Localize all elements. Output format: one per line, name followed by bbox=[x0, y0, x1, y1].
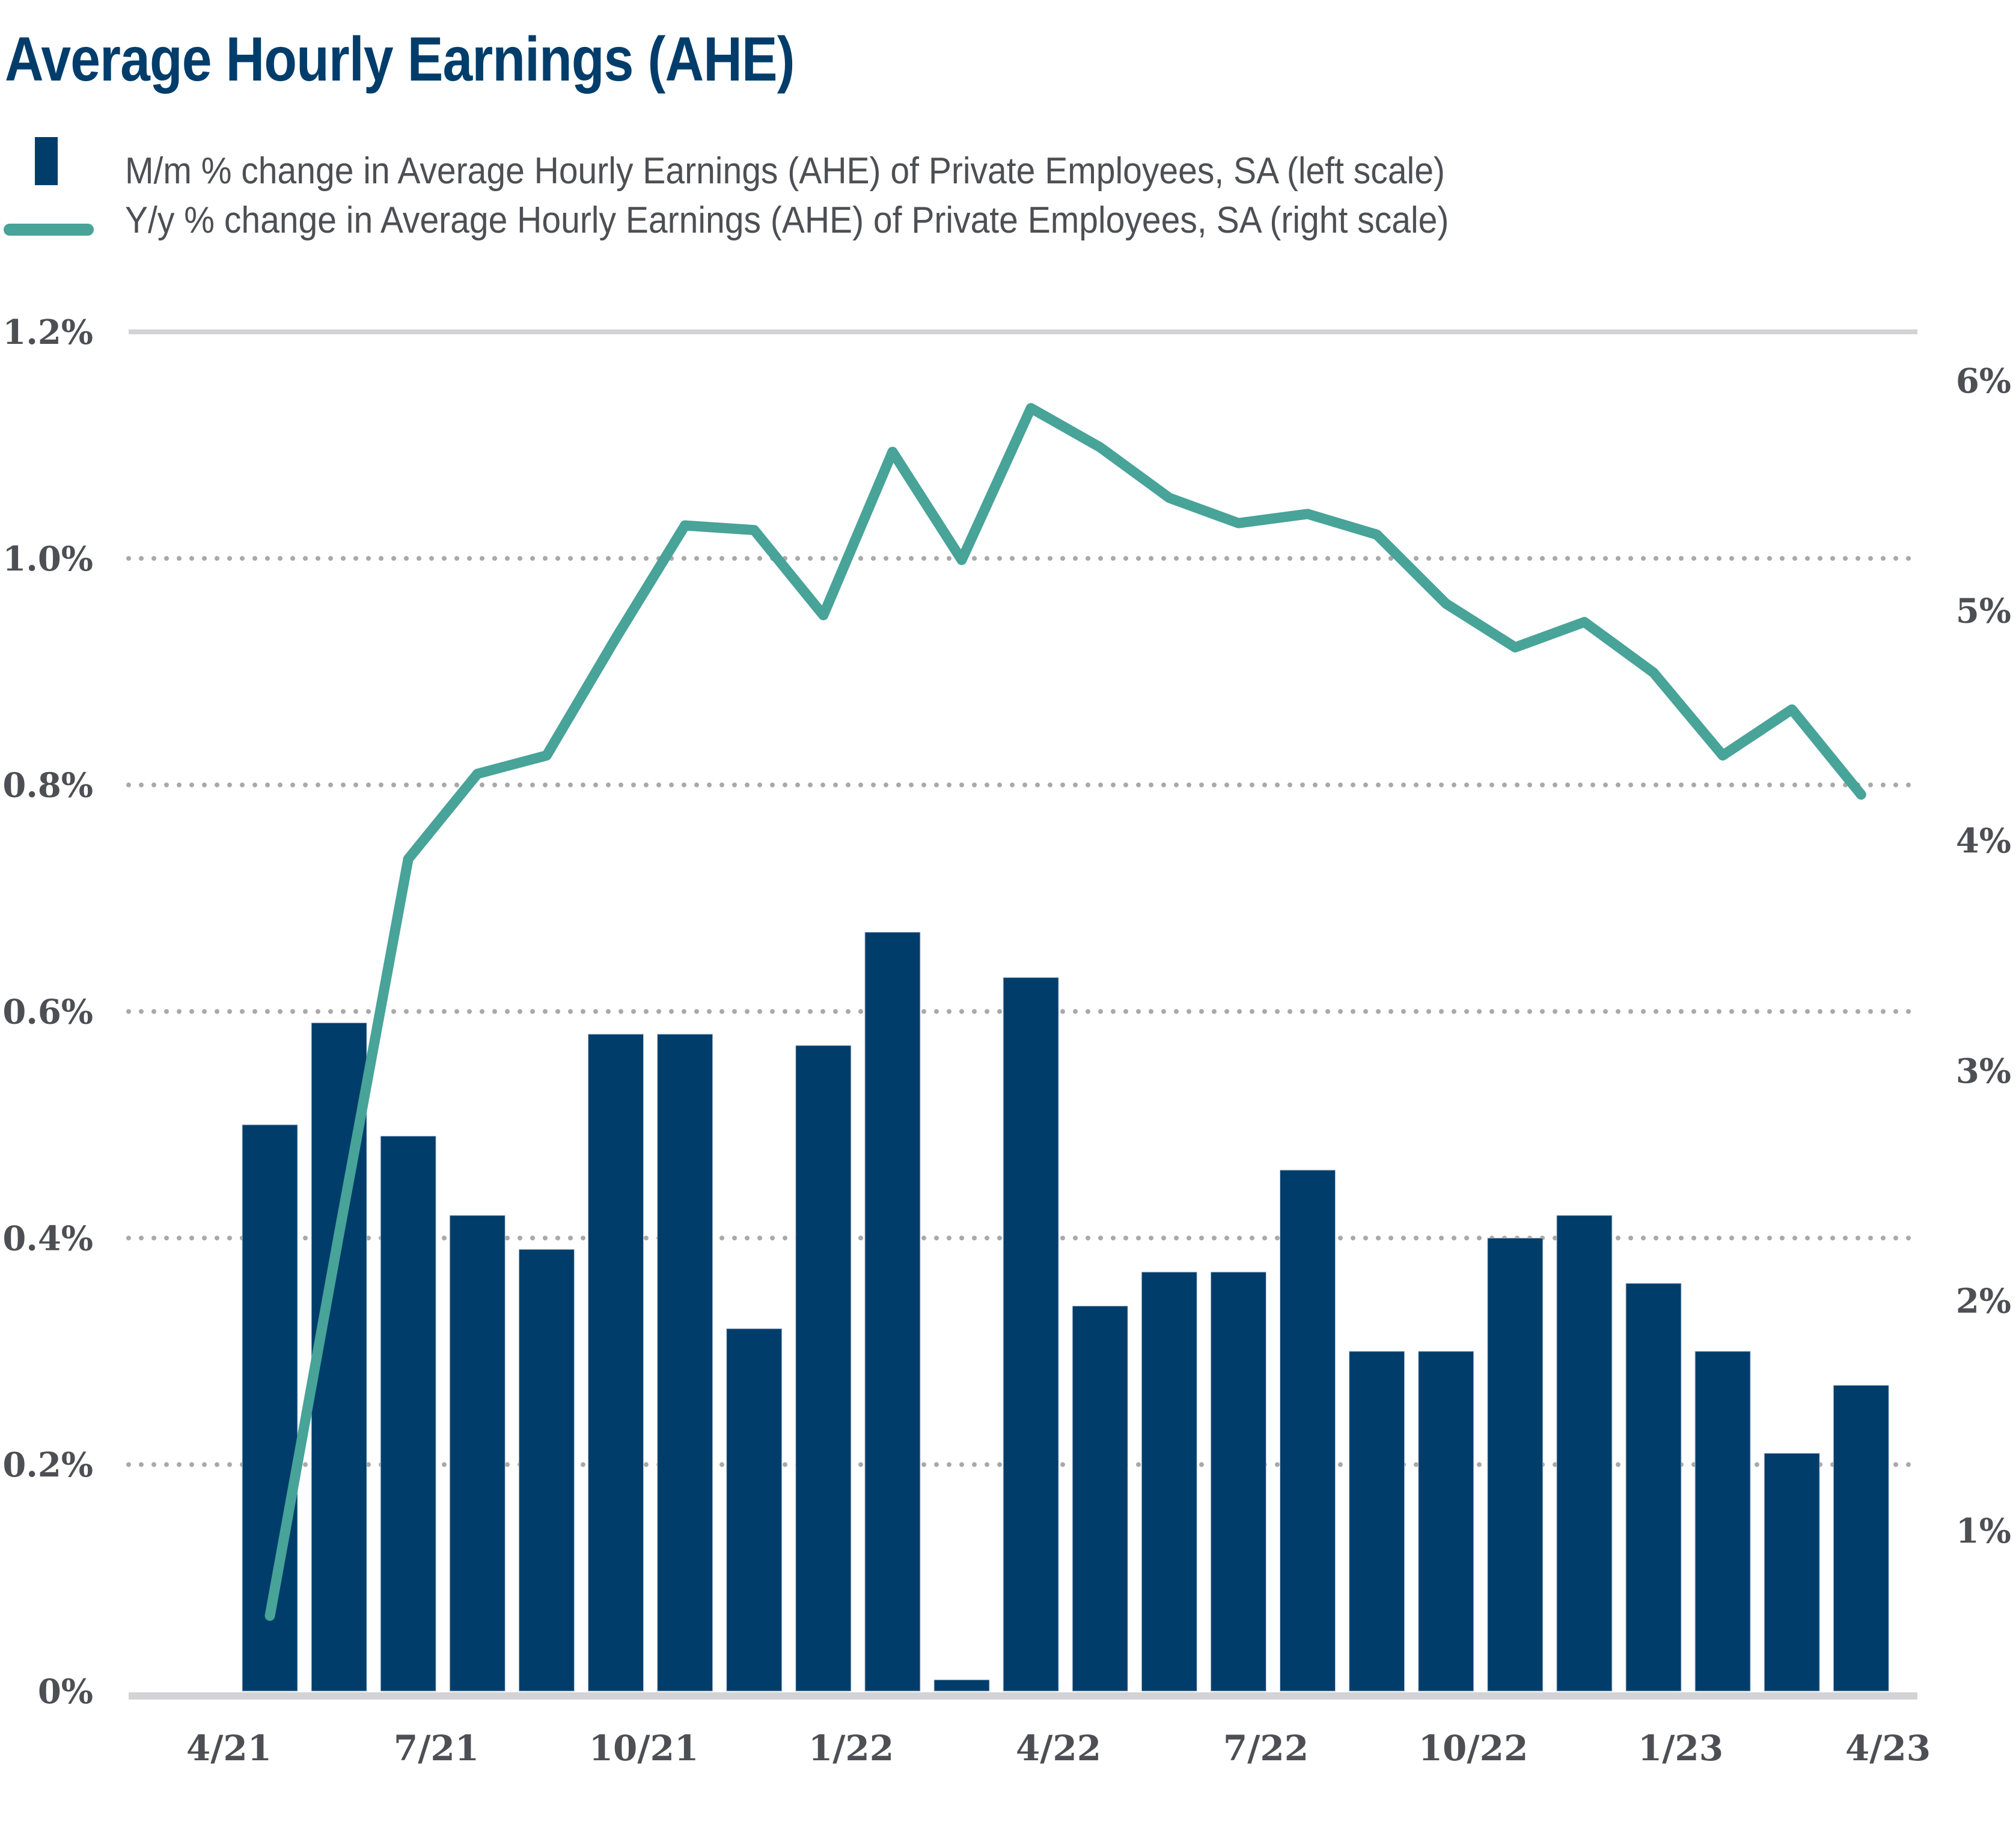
bar bbox=[1556, 1215, 1613, 1692]
x-tick-label: 4/23 bbox=[1845, 1728, 1931, 1769]
bar bbox=[1210, 1272, 1266, 1692]
legend-label-bar: M/m % change in Average Hourly Earnings … bbox=[125, 150, 1445, 192]
left-tick-label: 0.2% bbox=[2, 1445, 93, 1485]
bar bbox=[1694, 1351, 1751, 1692]
left-tick-label: 0.8% bbox=[2, 766, 93, 806]
left-tick-label: 1.2% bbox=[2, 313, 93, 352]
bar bbox=[1625, 1283, 1682, 1692]
legend-line-swatch bbox=[4, 224, 94, 236]
chart-title: Average Hourly Earnings (AHE) bbox=[5, 25, 795, 94]
bar bbox=[1349, 1351, 1405, 1692]
right-tick-label: 5% bbox=[1956, 592, 2011, 631]
bar bbox=[1487, 1237, 1544, 1692]
right-tick-label: 4% bbox=[1956, 821, 2011, 861]
x-tick-label: 4/21 bbox=[186, 1728, 272, 1769]
right-tick-label: 1% bbox=[1956, 1511, 2011, 1551]
bar bbox=[588, 1033, 644, 1692]
legend-label-line: Y/y % change in Average Hourly Earnings … bbox=[125, 199, 1449, 241]
x-tick-label: 4/22 bbox=[1016, 1728, 1101, 1769]
bar bbox=[449, 1215, 506, 1692]
bar bbox=[380, 1136, 436, 1692]
yy-line bbox=[264, 403, 1866, 1621]
right-tick-label: 2% bbox=[1956, 1281, 2011, 1321]
bar bbox=[1418, 1351, 1474, 1692]
bar bbox=[795, 1045, 852, 1692]
bar bbox=[1003, 977, 1059, 1692]
x-tick-label: 10/22 bbox=[1419, 1728, 1529, 1769]
bar bbox=[1764, 1452, 1820, 1692]
x-tick-label: 1/23 bbox=[1638, 1728, 1723, 1769]
bar bbox=[864, 932, 921, 1692]
bar bbox=[1833, 1385, 1889, 1692]
bar bbox=[1072, 1305, 1128, 1692]
legend-bar-swatch bbox=[35, 137, 58, 185]
left-tick-label: 1.0% bbox=[2, 539, 93, 579]
bar bbox=[1141, 1272, 1197, 1692]
bar bbox=[518, 1249, 575, 1692]
left-tick-label: 0.6% bbox=[2, 993, 93, 1032]
x-tick-label: 7/22 bbox=[1223, 1728, 1309, 1769]
x-tick-label: 7/21 bbox=[394, 1728, 479, 1769]
bar bbox=[933, 1679, 990, 1692]
right-tick-label: 3% bbox=[1956, 1051, 2011, 1091]
left-tick-label: 0% bbox=[38, 1672, 93, 1712]
x-tick-label: 10/21 bbox=[589, 1728, 699, 1769]
bar bbox=[1280, 1169, 1336, 1692]
left-tick-label: 0.4% bbox=[2, 1219, 93, 1258]
x-tick-label: 1/22 bbox=[808, 1728, 894, 1769]
bar bbox=[657, 1033, 713, 1692]
right-tick-label: 6% bbox=[1956, 361, 2011, 401]
bar bbox=[726, 1328, 783, 1692]
